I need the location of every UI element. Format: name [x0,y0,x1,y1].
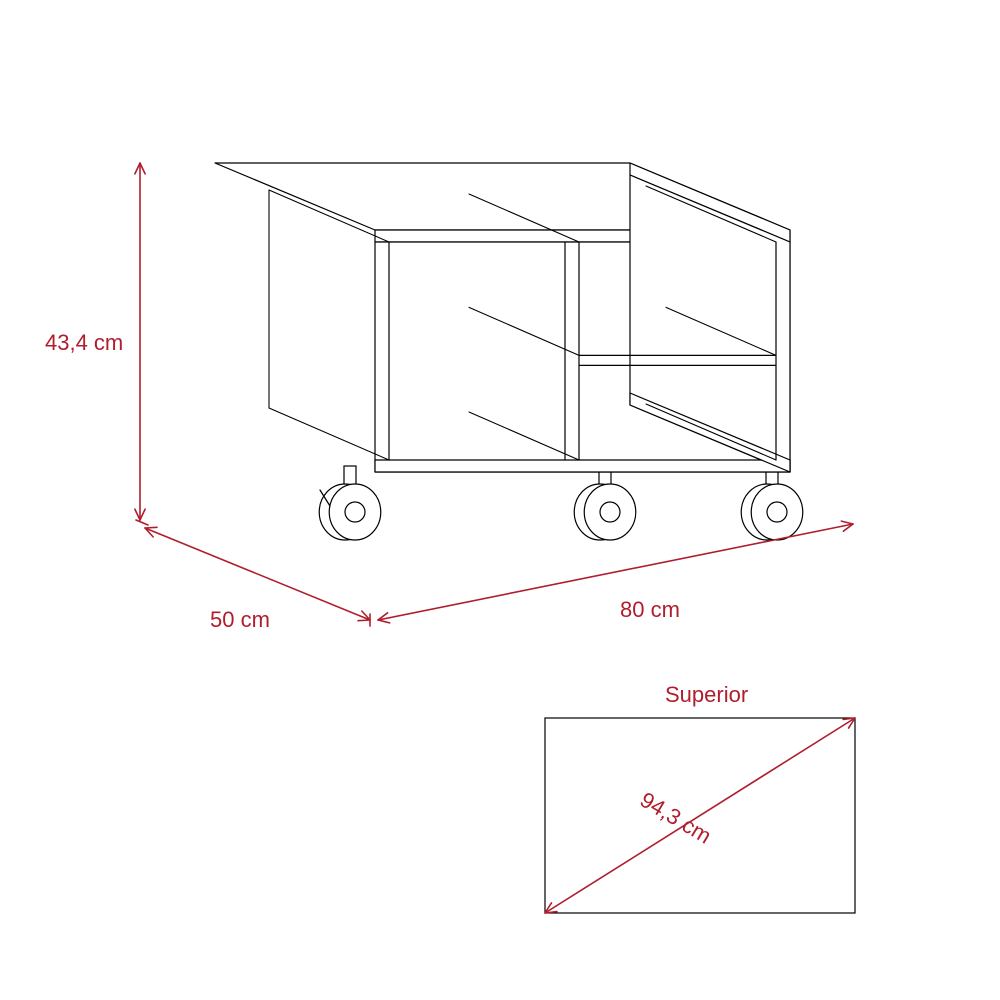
top-title: Superior [665,682,748,708]
height-label: 43,4 cm [45,330,123,356]
width-label: 80 cm [620,597,680,623]
depth-label: 50 cm [210,607,270,633]
diagram-svg [0,0,1000,1000]
